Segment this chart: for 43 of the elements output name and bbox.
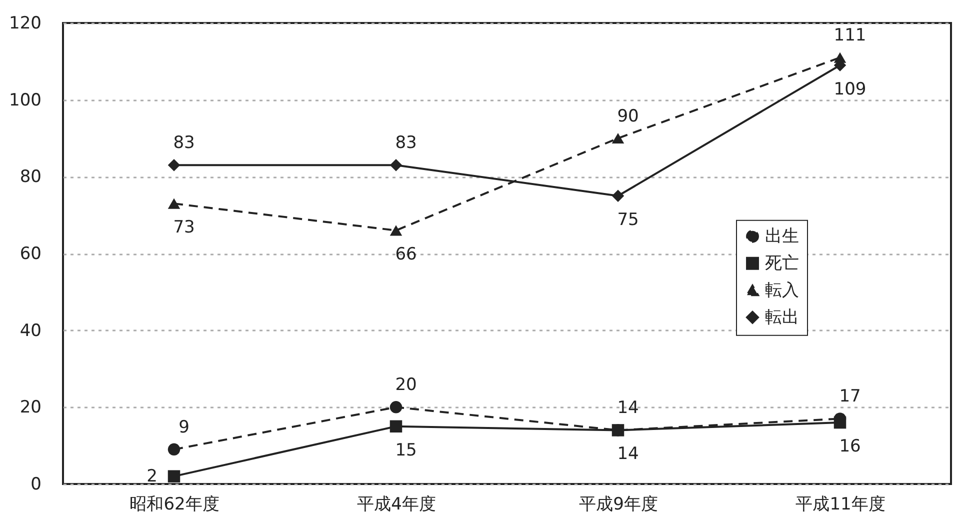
legend-label: 転出 xyxy=(765,307,799,328)
data-label: 90 xyxy=(617,106,639,126)
data-label: 109 xyxy=(834,79,866,100)
y-tick-label: 100 xyxy=(9,90,42,110)
point xyxy=(612,424,624,436)
y-tick-label: 120 xyxy=(9,14,42,34)
point xyxy=(168,443,180,456)
legend-label: 転入 xyxy=(765,280,799,300)
data-label: 20 xyxy=(395,375,417,396)
data-label: 14 xyxy=(617,444,639,464)
data-label: 15 xyxy=(395,440,417,460)
data-label: 75 xyxy=(617,210,639,230)
y-tick-label: 20 xyxy=(20,398,42,418)
data-label: 14 xyxy=(617,398,639,418)
point xyxy=(168,159,180,172)
legend-label: 死亡 xyxy=(765,253,799,274)
y-tick-label: 60 xyxy=(20,244,42,264)
data-label: 17 xyxy=(839,386,861,407)
point xyxy=(390,401,402,414)
data-label: 83 xyxy=(173,133,195,154)
legend-label: 出生 xyxy=(765,226,799,246)
point xyxy=(168,198,180,209)
point xyxy=(390,420,402,432)
y-tick-label: 40 xyxy=(20,320,42,341)
data-label: 66 xyxy=(395,244,417,264)
data-label: 111 xyxy=(834,26,866,46)
point xyxy=(168,470,180,482)
x-tick-label: 昭和62年度 xyxy=(130,494,220,514)
point xyxy=(834,416,846,429)
y-tick-label: 80 xyxy=(20,167,42,188)
data-label: 9 xyxy=(178,417,190,438)
x-tick-label: 平成9年度 xyxy=(579,494,658,514)
point xyxy=(390,225,402,236)
data-label: 16 xyxy=(839,436,861,457)
data-label: 73 xyxy=(173,218,195,238)
data-label: 2 xyxy=(146,466,158,486)
x-tick-label: 平成4年度 xyxy=(357,494,436,514)
point xyxy=(390,159,402,172)
y-tick-label: 0 xyxy=(30,474,42,494)
data-label: 83 xyxy=(395,133,417,154)
point xyxy=(612,132,624,144)
point xyxy=(612,190,624,202)
x-tick-label: 平成11年度 xyxy=(796,494,886,514)
